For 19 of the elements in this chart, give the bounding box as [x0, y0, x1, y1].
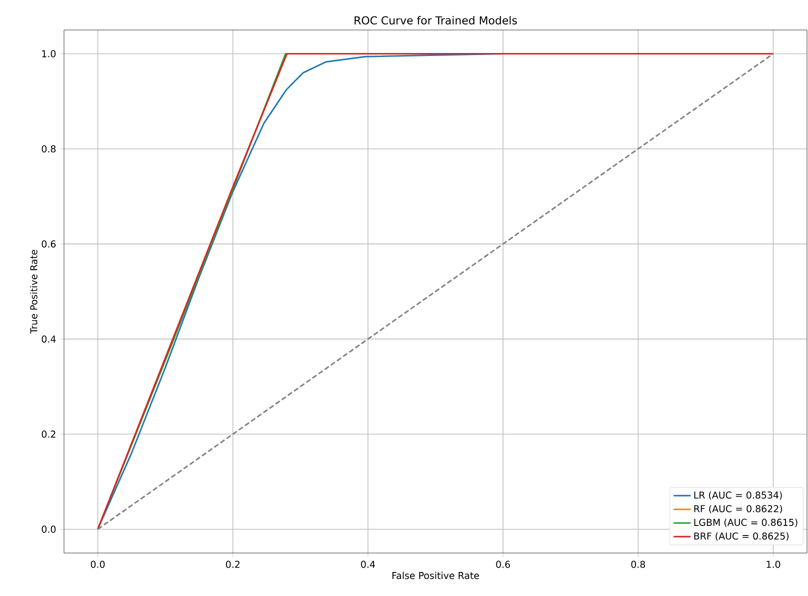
x-tick-label: 0.4	[361, 560, 375, 568]
x-tick-label: 1.0	[766, 560, 780, 568]
x-tick-label: 0.8	[631, 560, 646, 568]
legend-label: BRF (AUC = 0.8625)	[694, 532, 789, 541]
x-tick-label: 0.2	[226, 560, 240, 568]
y-axis-title: True Positive Rate	[30, 250, 38, 334]
y-tick-label: 0.6	[42, 240, 56, 248]
x-axis-title: False Positive Rate	[392, 572, 479, 580]
y-tick-label: 1.0	[42, 50, 56, 58]
legend-label: LR (AUC = 0.8534)	[694, 491, 782, 500]
y-tick-label: 0.4	[42, 335, 56, 343]
chart-title: ROC Curve for Trained Models	[354, 16, 517, 24]
legend-label: LGBM (AUC = 0.8615)	[694, 518, 798, 528]
y-tick-label: 0.8	[42, 145, 56, 152]
x-tick-label: 0.0	[90, 560, 105, 568]
y-tick-label: 0.2	[42, 430, 56, 438]
y-tick-label: 0.0	[42, 526, 56, 533]
legend-label: RF (AUC = 0.8622)	[694, 504, 782, 514]
x-tick-label: 0.6	[496, 560, 510, 568]
